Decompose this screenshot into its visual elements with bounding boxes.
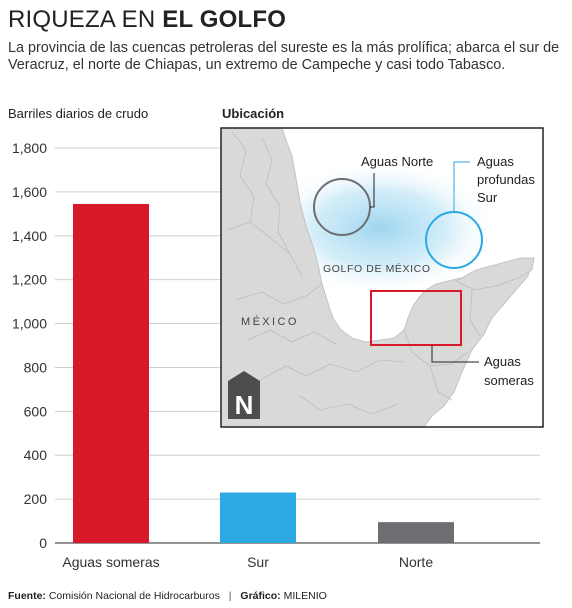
title-light: RIQUEZA EN	[8, 6, 163, 33]
y-tick-label: 1,400	[12, 228, 47, 244]
y-tick-label: 1,200	[12, 272, 47, 288]
north-arrow-icon: N	[228, 371, 260, 420]
y-axis-label: Barriles diarios de crudo	[8, 106, 149, 121]
subtitle: La provincia de las cuencas petroleras d…	[8, 40, 560, 73]
aguas-profundas-label-1: Aguas	[477, 154, 514, 169]
gulf-glow	[260, 160, 500, 296]
credit-text: MILENIO	[283, 590, 327, 602]
north-arrow-label: N	[235, 390, 254, 420]
state-borders	[227, 131, 481, 415]
aguas-profundas-label-3: Sur	[477, 190, 498, 205]
y-tick-label: 1,000	[12, 316, 47, 332]
bar-layer	[73, 203, 454, 544]
x-tick-label: Sur	[247, 554, 269, 570]
aguas-someras-label-1: Aguas	[484, 354, 521, 369]
credit-label: Gráfico:	[240, 590, 281, 602]
bar-sur	[220, 492, 296, 543]
y-tick-label: 0	[39, 535, 47, 551]
x-tick-label: Aguas someras	[62, 554, 159, 570]
title-bold: EL GOLFO	[162, 6, 287, 33]
aguas-norte-leader	[370, 173, 375, 208]
aguas-profundas-leader	[453, 161, 470, 212]
footer-separator: |	[228, 590, 232, 602]
map-title: Ubicación	[222, 106, 285, 121]
location-map: GOLFO DE MÉXICO MÉXICO Aguas Norte Aguas…	[220, 127, 544, 428]
y-tick-label: 1,600	[12, 184, 47, 200]
x-tick-labels: Aguas someras Sur Norte	[62, 554, 433, 570]
y-tick-label: 400	[24, 447, 48, 463]
source-label: Fuente:	[8, 590, 46, 602]
aguas-someras-leader	[431, 345, 479, 363]
mexico-land	[221, 128, 533, 427]
yucatan-north-land	[455, 257, 535, 291]
bar-aguas-someras	[73, 203, 149, 544]
bar-norte	[378, 522, 454, 543]
y-tick-label: 600	[24, 403, 48, 419]
footer: Fuente: Comisión Nacional de Hidrocarbur…	[8, 590, 327, 602]
country-label: MÉXICO	[241, 315, 299, 328]
y-tick-label: 200	[24, 491, 48, 507]
aguas-norte-label: Aguas Norte	[361, 154, 433, 169]
source-text: Comisión Nacional de Hidrocarburos	[48, 590, 220, 602]
page-title: RIQUEZA EN EL GOLFO	[8, 6, 286, 34]
gulf-label: GOLFO DE MÉXICO	[323, 262, 431, 275]
aguas-someras-label-2: someras	[484, 373, 534, 388]
aguas-someras-box	[370, 290, 462, 346]
y-tick-label: 800	[24, 359, 48, 375]
x-tick-label: Norte	[399, 554, 433, 570]
y-tick-label: 1,800	[12, 140, 47, 156]
map-frame	[220, 127, 544, 428]
aguas-profundas-label-2: profundas	[477, 172, 535, 187]
